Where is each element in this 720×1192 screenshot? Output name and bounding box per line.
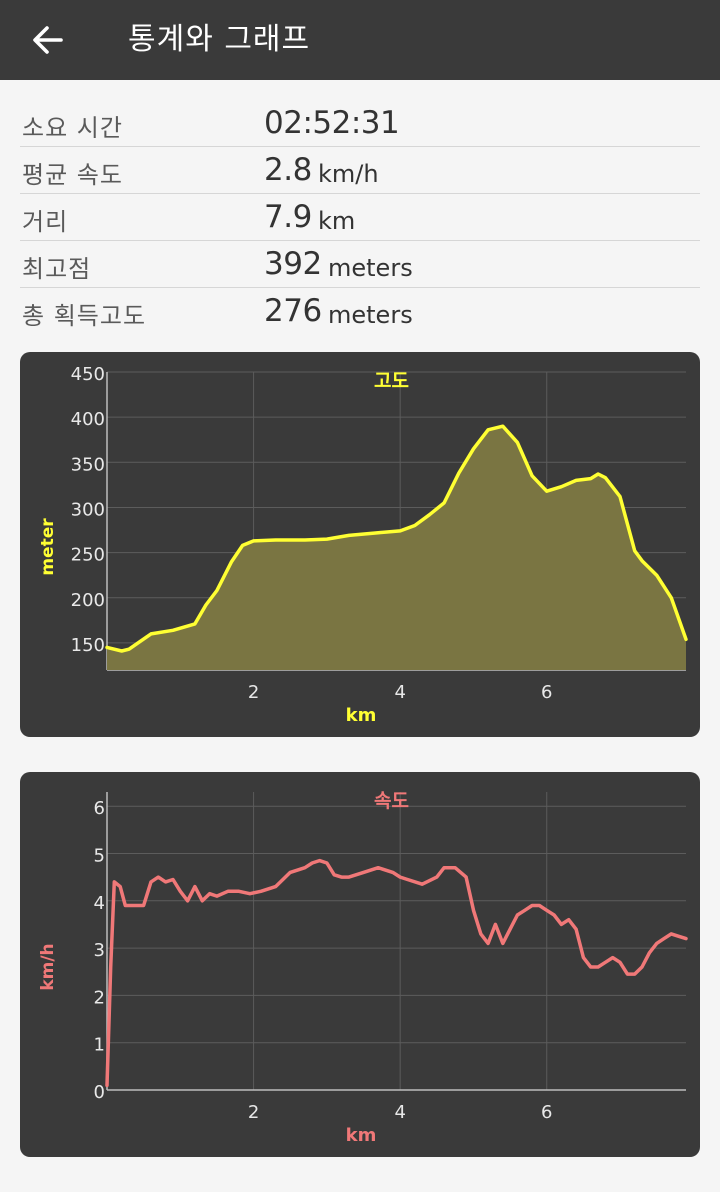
y-axis-label: km/h bbox=[38, 943, 58, 990]
stat-label: 최고점 bbox=[22, 255, 92, 283]
stat-value: 7.9 bbox=[264, 199, 312, 235]
x-tick-label: 6 bbox=[541, 1102, 552, 1123]
stat-label: 소요 시간 bbox=[22, 114, 123, 142]
x-axis-label: km bbox=[346, 1125, 377, 1146]
speed-chart: 0 1 2 3 4 5 6 2 4 6 속도 km km/h bbox=[38, 790, 688, 1146]
stat-value: 276 bbox=[264, 293, 322, 329]
y-tick-label: 250 bbox=[71, 545, 105, 566]
chart-title: 속도 bbox=[374, 790, 409, 812]
stat-row-total-ascent: 총 획득고도 276 meters bbox=[20, 288, 700, 335]
stat-unit: km/h bbox=[318, 160, 379, 188]
stat-value: 2.8 bbox=[264, 152, 312, 188]
stat-label: 평균 속도 bbox=[22, 161, 123, 189]
back-button[interactable] bbox=[26, 18, 70, 62]
y-tick-label: 6 bbox=[94, 798, 105, 819]
stat-unit: meters bbox=[328, 301, 413, 329]
y-tick-label: 350 bbox=[71, 454, 105, 475]
y-tick-label: 150 bbox=[71, 635, 105, 656]
y-tick-label: 4 bbox=[94, 893, 105, 914]
stat-row-max-elevation: 최고점 392 meters bbox=[20, 241, 700, 288]
x-axis-label: km bbox=[346, 705, 377, 726]
series-line bbox=[105, 424, 688, 653]
y-tick-label: 3 bbox=[94, 940, 105, 961]
x-tick-label: 2 bbox=[248, 682, 259, 703]
x-tick-label: 6 bbox=[541, 682, 552, 703]
stat-value: 392 bbox=[264, 246, 322, 282]
y-tick-label: 1 bbox=[94, 1035, 105, 1056]
arrow-left-icon bbox=[33, 26, 63, 54]
x-tick-label: 2 bbox=[248, 1102, 259, 1123]
y-tick-label: 2 bbox=[94, 987, 105, 1008]
y-tick-label: 450 bbox=[71, 364, 105, 385]
speed-chart-card: 0 1 2 3 4 5 6 2 4 6 속도 km km/h bbox=[20, 772, 700, 1157]
series-line bbox=[105, 858, 688, 1088]
page-title: 통계와 그래프 bbox=[128, 22, 311, 57]
y-tick-label: 0 bbox=[94, 1082, 105, 1103]
stat-unit: km bbox=[318, 207, 356, 235]
stat-row-duration: 소요 시간 02:52:31 bbox=[20, 100, 700, 147]
elevation-chart-card: 150 200 250 300 350 400 450 2 4 6 고도 km meter bbox=[20, 352, 700, 737]
chart-title: 고도 bbox=[374, 370, 409, 392]
elevation-chart: 150 200 250 300 350 400 450 2 4 6 고도 km meter bbox=[38, 364, 688, 726]
stat-label: 거리 bbox=[22, 208, 69, 236]
app-bar: 통계와 그래프 bbox=[0, 0, 720, 80]
chart-grid bbox=[107, 792, 686, 1090]
stat-row-avg-speed: 평균 속도 2.8 km/h bbox=[20, 147, 700, 194]
stat-row-distance: 거리 7.9 km bbox=[20, 194, 700, 241]
x-tick-label: 4 bbox=[394, 682, 405, 703]
y-tick-label: 400 bbox=[71, 409, 105, 430]
stat-unit: meters bbox=[328, 254, 413, 282]
y-tick-label: 300 bbox=[71, 499, 105, 520]
y-tick-label: 200 bbox=[71, 590, 105, 611]
y-tick-label: 5 bbox=[94, 845, 105, 866]
y-axis-label: meter bbox=[38, 518, 58, 576]
x-tick-label: 4 bbox=[394, 1102, 405, 1123]
stat-value: 02:52:31 bbox=[264, 105, 400, 141]
stats-table: 소요 시간 02:52:31 평균 속도 2.8 km/h 거리 7.9 km … bbox=[20, 100, 700, 335]
stat-label: 총 획득고도 bbox=[22, 302, 147, 330]
